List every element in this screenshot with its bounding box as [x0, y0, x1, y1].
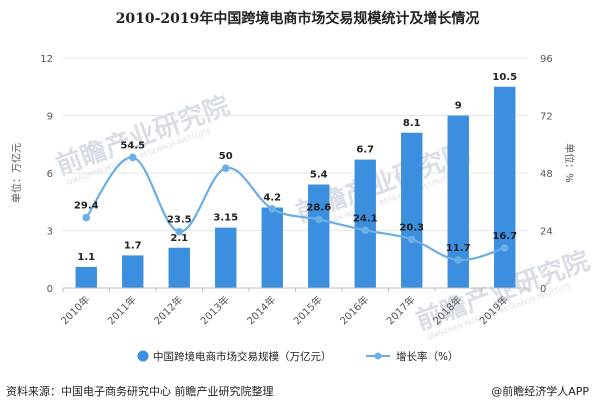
- bar: [261, 207, 283, 288]
- legend-bar-swatch: [137, 350, 149, 362]
- line-value-label: 20.3: [399, 222, 424, 233]
- x-tick-label: 2011年: [105, 293, 139, 327]
- y2-tick-label: 24: [540, 227, 553, 238]
- line-value-label: 16.7: [492, 231, 517, 242]
- line-value-label: 50: [219, 151, 233, 162]
- bar: [401, 132, 423, 288]
- bar-value-label: 4.2: [263, 193, 281, 204]
- line-point: [314, 215, 323, 224]
- bar-value-label: 3.15: [213, 213, 238, 224]
- line-point: [175, 227, 184, 236]
- bar: [75, 266, 97, 288]
- legend: 中国跨境电商市场交易规模（万亿元） 增长率（%）: [137, 350, 458, 363]
- y-tick-label: 9: [47, 112, 53, 123]
- line-value-label: 11.7: [446, 243, 471, 254]
- bar-value-label: 10.5: [492, 72, 517, 83]
- bar: [168, 247, 190, 288]
- x-tick-label: 2015年: [291, 293, 325, 327]
- y-axis-title: 单位：万亿元: [10, 143, 23, 203]
- legend-bar-label: 中国跨境电商市场交易规模（万亿元）: [153, 350, 332, 363]
- line-point: [407, 235, 416, 244]
- line-value-label: 28.6: [306, 202, 331, 213]
- bar: [494, 86, 516, 288]
- line-point: [221, 164, 230, 173]
- source-note: 资料来源：中国电子商务研究中心 前瞻产业研究院整理: [6, 385, 274, 398]
- y-tick-label: 12: [40, 54, 53, 65]
- y2-tick-label: 96: [540, 54, 553, 65]
- bar-value-label: 2.1: [170, 233, 188, 244]
- y2-tick-label: 0: [540, 284, 546, 295]
- bar-value-label: 5.4: [310, 170, 328, 181]
- y2-axis-title: 单位：%: [563, 143, 576, 183]
- line-value-label: 29.4: [74, 201, 99, 212]
- bar-series: 1.1 1.7 2.1 3.15 4.2 5.4 6.7 8.1 9 10.5: [75, 72, 517, 288]
- x-tick-label: 2010年: [58, 293, 92, 327]
- line-point: [268, 205, 277, 213]
- x-tick-label: 2016年: [337, 293, 371, 327]
- bar: [447, 115, 469, 288]
- y2-tick-label: 48: [540, 169, 553, 180]
- bar-value-label: 6.7: [356, 145, 374, 156]
- line-point: [82, 213, 91, 222]
- bar: [308, 184, 330, 288]
- y-tick-label: 6: [47, 169, 53, 180]
- line-point: [500, 244, 509, 252]
- chart-title: 2010-2019年中国跨境电商市场交易规模统计及增长情况: [115, 11, 480, 27]
- legend-line-marker: [374, 352, 382, 360]
- bar-value-label: 9: [455, 101, 462, 112]
- line-point: [454, 256, 463, 264]
- y-tick-label: 3: [47, 227, 53, 238]
- bar: [215, 227, 237, 288]
- brand-credit: @前瞻经济学人APP: [491, 385, 589, 398]
- bar-value-label: 1.7: [124, 240, 142, 251]
- x-tick-label: 2013年: [198, 293, 232, 327]
- x-tick-label: 2012年: [151, 293, 185, 327]
- y-tick-label: 0: [47, 284, 53, 295]
- bar-value-label: 1.1: [77, 252, 95, 263]
- line-value-label: 54.5: [120, 140, 145, 151]
- line-point: [361, 226, 370, 235]
- bar: [354, 159, 376, 288]
- y2-tick-label: 72: [540, 112, 553, 123]
- line-series: 29.4 54.5 23.5 50 28.6 24.1 20.3 11.7 16.7: [74, 140, 517, 264]
- line-point: [128, 153, 137, 162]
- legend-line-label: 增长率（%）: [396, 350, 458, 363]
- bar: [122, 255, 144, 288]
- x-tick-label: 2014年: [244, 293, 278, 327]
- bar-value-label: 8.1: [403, 118, 421, 129]
- line-value-label: 24.1: [353, 213, 378, 224]
- line-value-label: 23.5: [167, 215, 192, 226]
